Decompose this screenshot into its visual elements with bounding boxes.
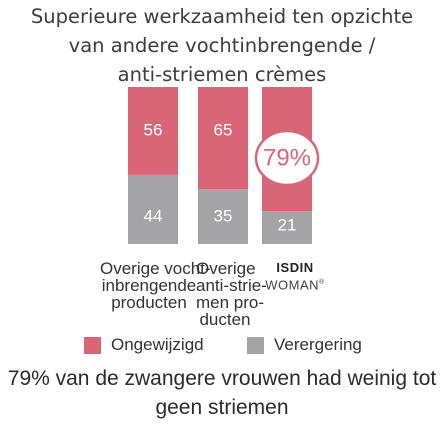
title-line-1: Superieure werkzaamheid ten opzichte [30, 5, 414, 28]
footer-statement: 79% van de zwangere vrouwen had weinig t… [0, 364, 444, 422]
x-label-line: ducten [199, 310, 251, 329]
x-label-overige-anti-striemen: Overige anti-strie- men pro- ducten [196, 259, 267, 329]
legend-swatch-ongewijzigd [84, 336, 101, 354]
bar-verergering-1 [128, 174, 178, 244]
legend-item-verergering: Verergering [247, 335, 362, 355]
bar-ongewijzigd-2 [198, 87, 248, 190]
legend-swatch-verergering [247, 336, 264, 354]
isdin-sub-text: WOMAN [265, 277, 320, 293]
legend-label-ongewijzigd: Ongewijzigd [111, 335, 204, 354]
registered-mark: ® [319, 279, 325, 286]
x-label-line: anti-strie- [196, 276, 267, 295]
x-label-overige-vochtinbrengende: Overige vocht- inbrengende producten [100, 259, 211, 312]
chart-title: Superieure werkzaamheid ten opzichte van… [0, 2, 444, 89]
x-label-line: Overige vocht- [100, 259, 211, 278]
data-label-verergering-1: 44 [144, 206, 163, 225]
x-label-line: Overige [196, 259, 256, 278]
bar-verergering-2 [198, 189, 248, 244]
legend-item-ongewijzigd: Ongewijzigd [84, 335, 204, 355]
isdin-woman-logo: ISDIN WOMAN® [256, 260, 334, 292]
isdin-brand: ISDIN [276, 260, 314, 275]
data-label-ongewijzigd-1: 56 [144, 120, 163, 139]
bar-verergering-3 [262, 211, 312, 244]
legend-label-verergering: Verergering [274, 335, 362, 354]
footer-line-2: geen striemen [155, 396, 289, 419]
isdin-sub: WOMAN® [256, 276, 334, 292]
x-label-line: producten [111, 293, 187, 312]
data-label-verergering-3: 21 [278, 215, 297, 234]
data-label-ongewijzigd-2: 65 [214, 120, 233, 139]
x-label-line: inbrengende [101, 276, 197, 295]
data-label-verergering-2: 35 [214, 206, 233, 225]
chart-legend: Ongewijzigd Verergering [0, 335, 444, 359]
bar-ongewijzigd-1 [128, 87, 178, 175]
title-line-3: anti-striemen crèmes [117, 63, 327, 86]
data-label-ongewijzigd-3: 79% [263, 144, 311, 171]
x-label-line: men pro- [196, 293, 265, 312]
title-line-2: van andere vochtinbrengende / [68, 34, 376, 57]
footer-line-1: 79% van de zwangere vrouwen had weinig t… [7, 367, 437, 390]
highlight-ellipse [254, 129, 320, 187]
